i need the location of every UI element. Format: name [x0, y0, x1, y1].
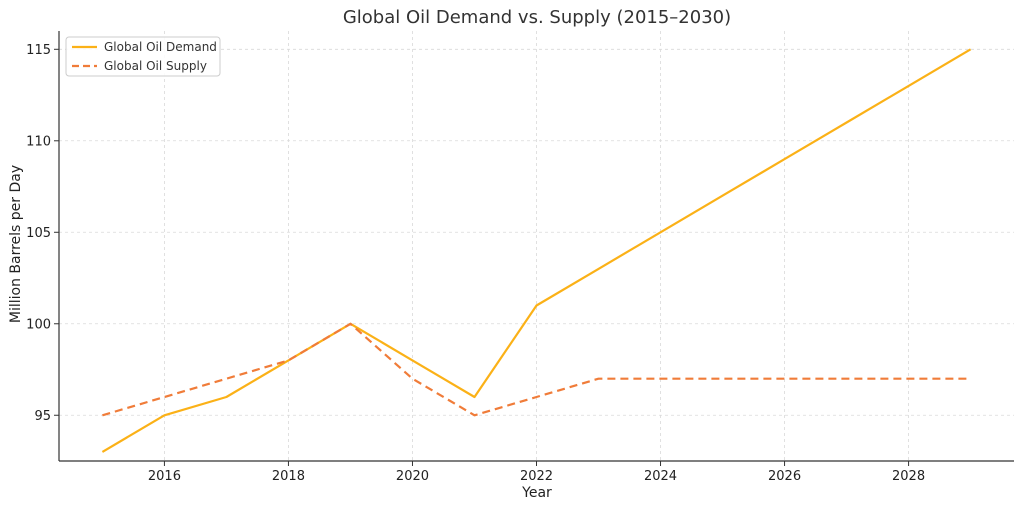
chart-title: Global Oil Demand vs. Supply (2015–2030) — [343, 7, 731, 28]
x-tick-label: 2024 — [644, 469, 677, 484]
x-tick-label: 2020 — [396, 469, 429, 484]
x-tick-label: 2016 — [148, 469, 181, 484]
y-tick-label: 95 — [34, 409, 51, 424]
y-axis-title: Million Barrels per Day — [8, 165, 24, 323]
y-tick-label: 105 — [26, 226, 51, 241]
x-tick-label: 2026 — [768, 469, 801, 484]
y-tick-label: 115 — [26, 43, 51, 58]
legend-box — [65, 36, 221, 77]
legend-label: Global Oil Supply — [104, 59, 207, 73]
series-line-demand — [101, 48, 972, 453]
x-tick-label: 2022 — [520, 469, 553, 484]
x-tick-label: 2018 — [272, 469, 305, 484]
series-layer — [101, 48, 972, 453]
legend-label: Global Oil Demand — [104, 40, 217, 54]
y-tick-label: 110 — [26, 134, 51, 149]
y-tick-label: 100 — [26, 317, 51, 332]
series-line-supply — [102, 322, 971, 417]
axes — [54, 31, 1014, 466]
x-axis-title: Year — [521, 485, 552, 501]
tick-labels: 2016 2018 2020 2022 2024 2026 2028 95 100 105 110 1… — [26, 43, 925, 484]
legend: Global Oil Demand Global Oil Supply — [65, 36, 221, 77]
x-tick-label: 2028 — [892, 469, 925, 484]
